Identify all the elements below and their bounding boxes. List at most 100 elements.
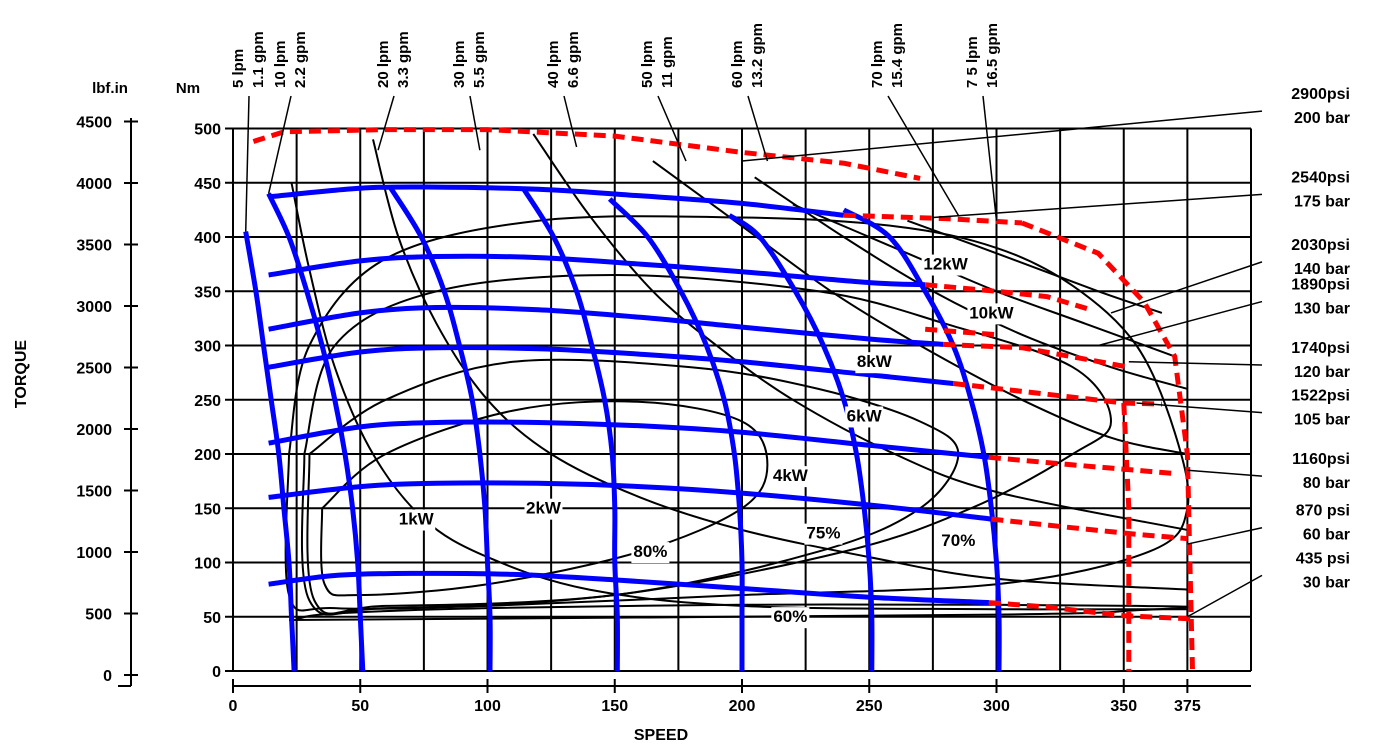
power-curve — [532, 133, 1188, 531]
pressure-leader — [1187, 574, 1263, 618]
flow-label: 30 lpm 5.5 gpm — [451, 31, 488, 88]
flow-label-gpm: 11 gpm — [659, 36, 676, 88]
pressure-line — [268, 184, 845, 218]
pressure-line — [268, 344, 954, 386]
flow-label-lpm: 5 lpm — [230, 49, 247, 88]
flow-line — [388, 186, 493, 672]
pressure-limit-line — [991, 516, 1188, 542]
pressure-label-bar: 130 bar — [1294, 301, 1350, 318]
pressure-label-bar: 175 bar — [1294, 193, 1350, 210]
lbf-tick-label: 0 — [103, 668, 112, 685]
power-curve — [907, 219, 1163, 314]
power-label: 12kW — [923, 255, 968, 274]
efficiency-contour — [300, 273, 1113, 616]
pressure-label-bar: 140 bar — [1294, 261, 1350, 278]
flow-line — [266, 192, 366, 672]
y-unit-lbf: lbf.in — [92, 80, 128, 97]
efficiency-label: 80% — [633, 542, 667, 561]
pressure-label-psi: 1890psi — [1291, 277, 1350, 294]
pressure-leader — [1128, 361, 1263, 366]
pressure-limit-line — [988, 454, 1175, 476]
flow-label: 5 lpm 1.1 gpm — [230, 31, 267, 88]
pressure-line — [268, 253, 926, 288]
efficiency-contour — [288, 603, 1189, 621]
x-tick-label: 250 — [856, 698, 883, 715]
flow-label-lpm: 70 lpm — [869, 40, 886, 88]
power-label-bg — [967, 303, 1016, 325]
power-label-bg — [921, 254, 970, 276]
flow-label-lpm: 40 lpm — [545, 40, 562, 88]
lbf-tick-label: 500 — [85, 607, 112, 624]
flow-leader — [377, 95, 395, 151]
power-label-bg — [855, 352, 894, 374]
pressure-label-bar: 60 bar — [1303, 527, 1350, 544]
nm-tick-label: 0 — [212, 664, 221, 681]
lbf-tick-label: 4500 — [76, 115, 112, 132]
x-tick-label: 375 — [1174, 698, 1201, 715]
pressure-label-bar: 30 bar — [1303, 574, 1350, 591]
flow-label: 10 lpm 2.2 gpm — [272, 31, 309, 88]
pressure-limit-line — [924, 282, 1092, 313]
flow-label-lpm: 60 lpm — [729, 40, 746, 88]
pressure-limit-line — [843, 212, 1023, 226]
flow-label-gpm: 2.2 gpm — [292, 31, 309, 88]
flow-label-lpm: 20 lpm — [375, 40, 392, 88]
pressure-leader — [1110, 261, 1263, 314]
efficiency-label: 60% — [773, 607, 807, 626]
efficiency-contours — [284, 215, 1190, 621]
flow-label: 40 lpm 6.6 gpm — [545, 31, 582, 88]
pressure-label-psi: 1522psi — [1291, 388, 1350, 405]
pressure-limit-line — [988, 600, 1193, 622]
flow-leader — [563, 95, 578, 148]
flow-leader — [657, 95, 687, 162]
flow-leader — [469, 95, 481, 151]
efficiency-label: 70% — [941, 531, 975, 550]
efficiency-label-bg — [771, 607, 810, 629]
pressure-leader — [1136, 402, 1263, 414]
flow-label-gpm: 3.3 gpm — [395, 31, 412, 88]
chart-axes: 0500100015002000250030003500400045000501… — [76, 115, 1251, 715]
nm-tick-label: 450 — [194, 176, 221, 193]
lbf-tick-label: 2000 — [76, 422, 112, 439]
pressure-line — [268, 570, 990, 606]
pressure-limit-line — [1020, 220, 1195, 672]
flow-label: 20 lpm 3.3 gpm — [375, 31, 412, 88]
power-label-bg — [524, 498, 563, 520]
pressure-leader — [1187, 469, 1263, 477]
flow-label-gpm: 6.6 gpm — [565, 31, 582, 88]
pressure-label-bar: 200 bar — [1294, 110, 1350, 127]
pressure-label-psi: 2900psi — [1291, 86, 1350, 103]
pressure-limit-line — [942, 341, 1130, 370]
x-axis-title: SPEED — [634, 727, 688, 744]
flow-line — [842, 207, 1002, 672]
pressure-leader — [1187, 527, 1263, 545]
flow-line — [243, 231, 297, 672]
nm-tick-label: 200 — [194, 447, 221, 464]
flow-label: 60 lpm 13.2 gpm — [729, 23, 766, 88]
power-curve — [372, 139, 1188, 591]
flow-lines — [243, 186, 1002, 672]
flow-label: 50 lpm 11 gpm — [639, 36, 676, 88]
pressure-line — [268, 419, 990, 460]
pressure-lines — [268, 184, 992, 606]
flow-label: 70 lpm 15.4 gpm — [869, 23, 906, 88]
lbf-tick-label: 1500 — [76, 484, 112, 501]
label-leader-lines — [244, 95, 1263, 618]
power-curve — [754, 176, 1188, 390]
x-tick-label: 50 — [351, 698, 369, 715]
pressure-label-psi: 2540psi — [1291, 169, 1350, 186]
flow-label: 7 5 lpm 16.5 gpm — [964, 23, 1001, 88]
power-label: 8kW — [857, 352, 893, 371]
nm-tick-label: 500 — [194, 122, 221, 139]
power-label-bg — [397, 509, 436, 531]
power-label: 2kW — [526, 499, 562, 518]
efficiency-contour — [306, 358, 960, 615]
pressure-limit-line — [1121, 402, 1132, 671]
lbf-tick-label: 3000 — [76, 299, 112, 316]
pressure-label-bar: 120 bar — [1294, 364, 1350, 381]
pressure-label-psi: 435 psi — [1296, 550, 1350, 567]
power-label: 6kW — [847, 406, 883, 425]
flow-leader — [267, 95, 292, 194]
power-label: 10kW — [969, 303, 1014, 322]
